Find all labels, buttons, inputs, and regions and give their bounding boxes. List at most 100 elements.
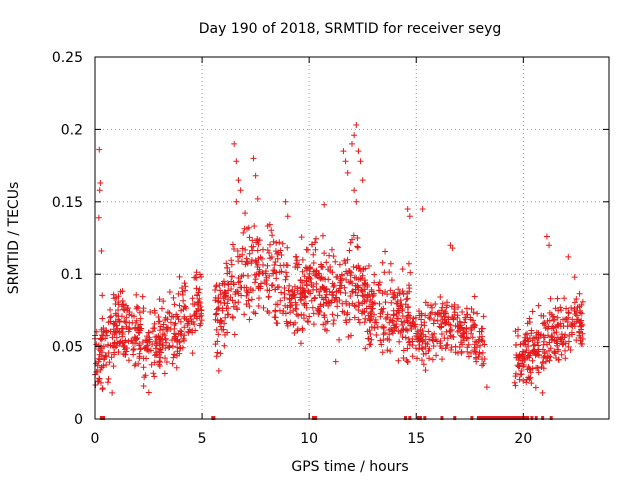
data-point bbox=[379, 349, 386, 356]
data-point bbox=[525, 352, 532, 359]
data-point bbox=[263, 274, 270, 281]
data-point bbox=[371, 279, 378, 286]
data-point-outlier bbox=[483, 384, 490, 391]
data-point bbox=[225, 311, 232, 318]
data-point bbox=[115, 301, 122, 308]
y-tick-label: 0.1 bbox=[61, 267, 83, 283]
data-point bbox=[243, 258, 250, 265]
data-point bbox=[215, 305, 222, 312]
data-point bbox=[214, 338, 221, 345]
data-point bbox=[294, 257, 301, 264]
data-point bbox=[419, 337, 426, 344]
data-point bbox=[352, 289, 359, 296]
data-point bbox=[193, 269, 200, 276]
data-point bbox=[221, 342, 228, 349]
data-point-zero bbox=[419, 416, 423, 420]
data-point bbox=[418, 316, 425, 323]
data-point bbox=[540, 354, 547, 361]
data-point bbox=[573, 312, 580, 319]
data-point bbox=[362, 345, 369, 352]
data-point bbox=[96, 375, 103, 382]
data-point bbox=[422, 312, 429, 319]
data-point bbox=[217, 323, 224, 330]
data-point bbox=[104, 379, 111, 386]
data-point bbox=[121, 318, 128, 325]
data-point-zero bbox=[519, 416, 523, 420]
data-point bbox=[193, 309, 200, 316]
data-point bbox=[347, 239, 354, 246]
data-point bbox=[373, 319, 380, 326]
data-point bbox=[130, 345, 137, 352]
data-point bbox=[395, 305, 402, 312]
data-point bbox=[337, 289, 344, 296]
data-point bbox=[399, 266, 406, 273]
data-point bbox=[173, 352, 180, 359]
data-point bbox=[196, 286, 203, 293]
data-point bbox=[282, 310, 289, 317]
data-point bbox=[137, 321, 144, 328]
data-point bbox=[565, 309, 572, 316]
data-point bbox=[249, 247, 256, 254]
data-point bbox=[120, 306, 127, 313]
data-point bbox=[310, 259, 317, 266]
data-point-zero bbox=[513, 416, 517, 420]
data-point bbox=[391, 289, 398, 296]
data-point bbox=[368, 336, 375, 343]
data-point bbox=[535, 331, 542, 338]
data-point bbox=[116, 328, 123, 335]
data-point bbox=[399, 312, 406, 319]
data-point bbox=[161, 370, 168, 377]
data-point bbox=[185, 329, 192, 336]
data-point bbox=[230, 314, 237, 321]
data-point bbox=[267, 241, 274, 248]
data-point bbox=[438, 331, 445, 338]
data-point bbox=[239, 245, 246, 252]
data-point bbox=[367, 296, 374, 303]
data-point bbox=[233, 305, 240, 312]
data-point bbox=[248, 296, 255, 303]
data-point-outlier bbox=[355, 148, 362, 155]
data-point-outlier bbox=[250, 155, 257, 162]
data-point bbox=[559, 341, 566, 348]
data-point bbox=[350, 232, 357, 239]
data-point bbox=[334, 312, 341, 319]
data-point-outlier bbox=[96, 187, 103, 194]
data-point bbox=[338, 282, 345, 289]
data-point bbox=[305, 288, 312, 295]
data-point bbox=[241, 225, 248, 232]
data-point bbox=[189, 350, 196, 357]
data-point bbox=[330, 317, 337, 324]
data-point bbox=[341, 257, 348, 264]
data-point bbox=[438, 320, 445, 327]
data-point bbox=[136, 309, 143, 316]
data-point bbox=[400, 291, 407, 298]
data-point bbox=[105, 375, 112, 382]
data-point bbox=[388, 277, 395, 284]
data-point bbox=[159, 305, 166, 312]
data-point bbox=[364, 293, 371, 300]
data-point bbox=[432, 300, 439, 307]
data-point bbox=[329, 280, 336, 287]
data-point bbox=[268, 227, 275, 234]
data-point bbox=[450, 334, 457, 341]
data-point-zero bbox=[483, 416, 487, 420]
data-point bbox=[448, 347, 455, 354]
data-point bbox=[170, 294, 177, 301]
data-point bbox=[265, 293, 272, 300]
data-point bbox=[298, 294, 305, 301]
data-point bbox=[444, 299, 451, 306]
data-point bbox=[577, 334, 584, 341]
data-point bbox=[457, 332, 464, 339]
data-point bbox=[456, 318, 463, 325]
x-tick-label: 15 bbox=[407, 431, 425, 447]
data-point bbox=[180, 336, 187, 343]
data-point bbox=[418, 345, 425, 352]
data-point bbox=[390, 294, 397, 301]
data-point-outlier bbox=[233, 198, 240, 205]
data-point bbox=[171, 351, 178, 358]
data-point bbox=[251, 223, 258, 230]
data-point bbox=[179, 288, 186, 295]
data-point bbox=[297, 277, 304, 284]
data-point bbox=[557, 304, 564, 311]
data-point bbox=[386, 331, 393, 338]
